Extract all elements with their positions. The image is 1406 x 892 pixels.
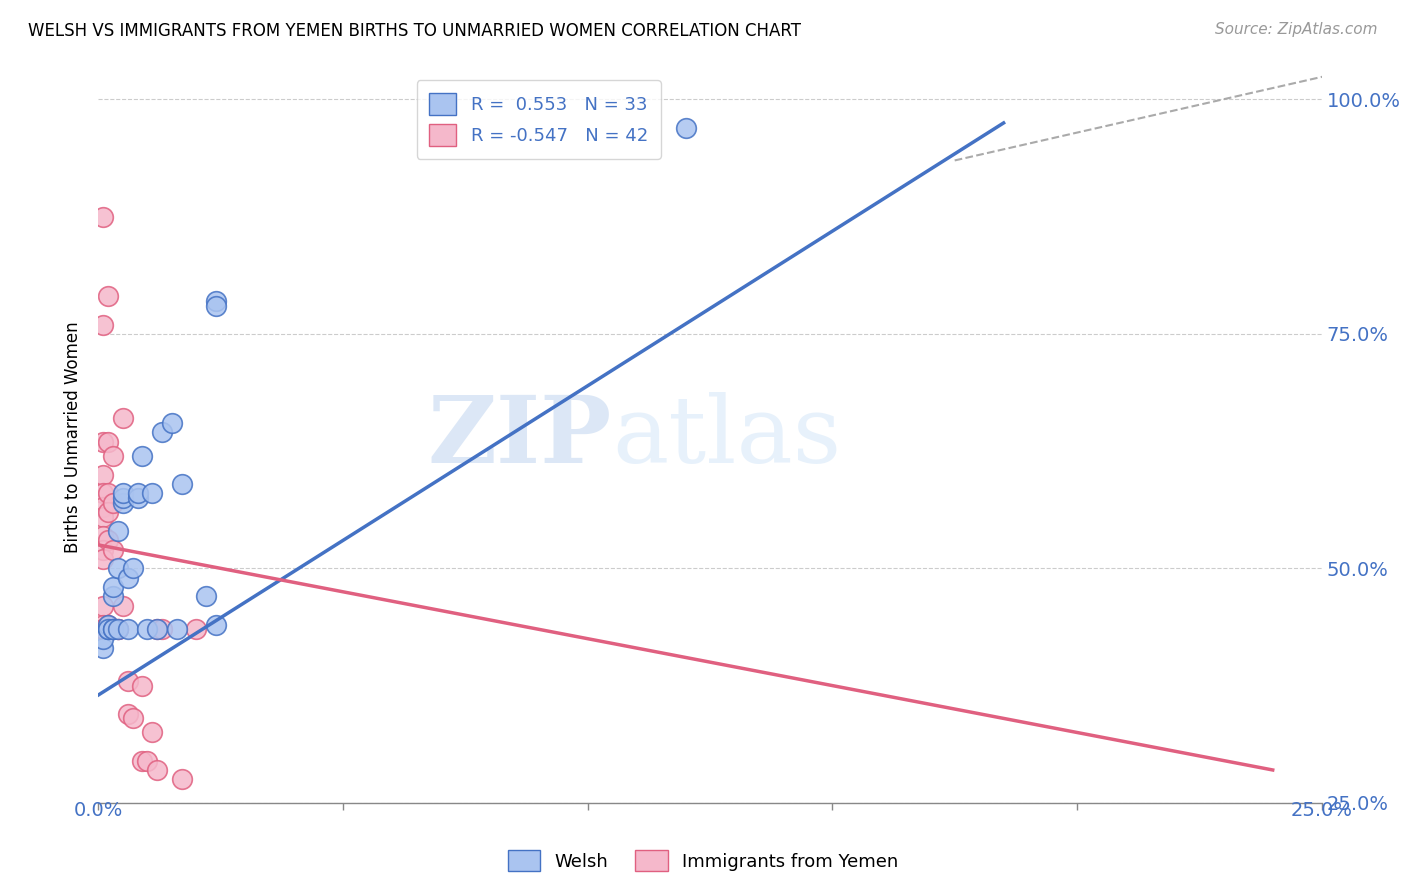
- Point: [91, 500, 114, 515]
- Point: [117, 623, 139, 637]
- Point: [205, 294, 228, 309]
- Legend: Welsh, Immigrants from Yemen: Welsh, Immigrants from Yemen: [501, 843, 905, 879]
- Point: [101, 623, 124, 637]
- Point: [91, 542, 114, 557]
- Text: 25.0%: 25.0%: [1291, 801, 1353, 820]
- Point: [107, 524, 129, 538]
- Point: [101, 623, 124, 637]
- Point: [117, 706, 139, 721]
- Point: [111, 599, 134, 613]
- Point: [117, 673, 139, 688]
- Point: [170, 772, 193, 787]
- Point: [101, 449, 124, 463]
- Point: [141, 486, 163, 500]
- Point: [136, 754, 159, 768]
- Point: [127, 486, 149, 500]
- Point: [111, 486, 134, 500]
- Point: [91, 617, 114, 632]
- Point: [91, 210, 114, 224]
- Point: [675, 120, 697, 135]
- Point: [97, 486, 120, 500]
- Point: [91, 318, 114, 332]
- Point: [91, 509, 114, 524]
- Point: [107, 561, 129, 575]
- Point: [91, 528, 114, 542]
- Legend: R =  0.553   N = 33, R = -0.547   N = 42: R = 0.553 N = 33, R = -0.547 N = 42: [416, 80, 661, 159]
- Point: [91, 632, 114, 646]
- Point: [101, 580, 124, 594]
- Point: [117, 571, 139, 585]
- Point: [97, 533, 120, 548]
- Point: [111, 491, 134, 505]
- Point: [127, 491, 149, 505]
- Point: [141, 725, 163, 739]
- Point: [166, 623, 188, 637]
- Point: [176, 856, 198, 871]
- Point: [101, 590, 124, 604]
- Point: [91, 486, 114, 500]
- Text: WELSH VS IMMIGRANTS FROM YEMEN BIRTHS TO UNMARRIED WOMEN CORRELATION CHART: WELSH VS IMMIGRANTS FROM YEMEN BIRTHS TO…: [28, 22, 801, 40]
- Point: [111, 496, 134, 510]
- Point: [160, 416, 183, 430]
- Point: [121, 711, 143, 725]
- Point: [101, 496, 124, 510]
- Point: [195, 590, 218, 604]
- Point: [186, 623, 208, 637]
- Point: [131, 449, 153, 463]
- Point: [136, 623, 159, 637]
- Text: ZIP: ZIP: [427, 392, 612, 482]
- Point: [146, 623, 169, 637]
- Point: [205, 617, 228, 632]
- Point: [91, 641, 114, 656]
- Point: [150, 425, 173, 440]
- Point: [146, 623, 169, 637]
- Point: [131, 679, 153, 693]
- Point: [97, 434, 120, 449]
- Point: [97, 289, 120, 303]
- Point: [101, 623, 124, 637]
- Text: 0.0%: 0.0%: [73, 801, 124, 820]
- Point: [146, 763, 169, 777]
- Point: [97, 617, 120, 632]
- Point: [107, 623, 129, 637]
- Point: [111, 411, 134, 425]
- Point: [131, 754, 153, 768]
- Point: [91, 434, 114, 449]
- Point: [97, 617, 120, 632]
- Point: [101, 542, 124, 557]
- Point: [107, 623, 129, 637]
- Point: [97, 623, 120, 637]
- Point: [91, 467, 114, 482]
- Point: [107, 623, 129, 637]
- Point: [97, 623, 120, 637]
- Point: [91, 623, 114, 637]
- Text: Source: ZipAtlas.com: Source: ZipAtlas.com: [1215, 22, 1378, 37]
- Point: [91, 623, 114, 637]
- Point: [91, 599, 114, 613]
- Point: [91, 552, 114, 566]
- Point: [97, 505, 120, 519]
- Point: [150, 623, 173, 637]
- Text: atlas: atlas: [612, 392, 841, 482]
- Point: [205, 299, 228, 313]
- Point: [121, 561, 143, 575]
- Y-axis label: Births to Unmarried Women: Births to Unmarried Women: [65, 321, 83, 553]
- Point: [170, 477, 193, 491]
